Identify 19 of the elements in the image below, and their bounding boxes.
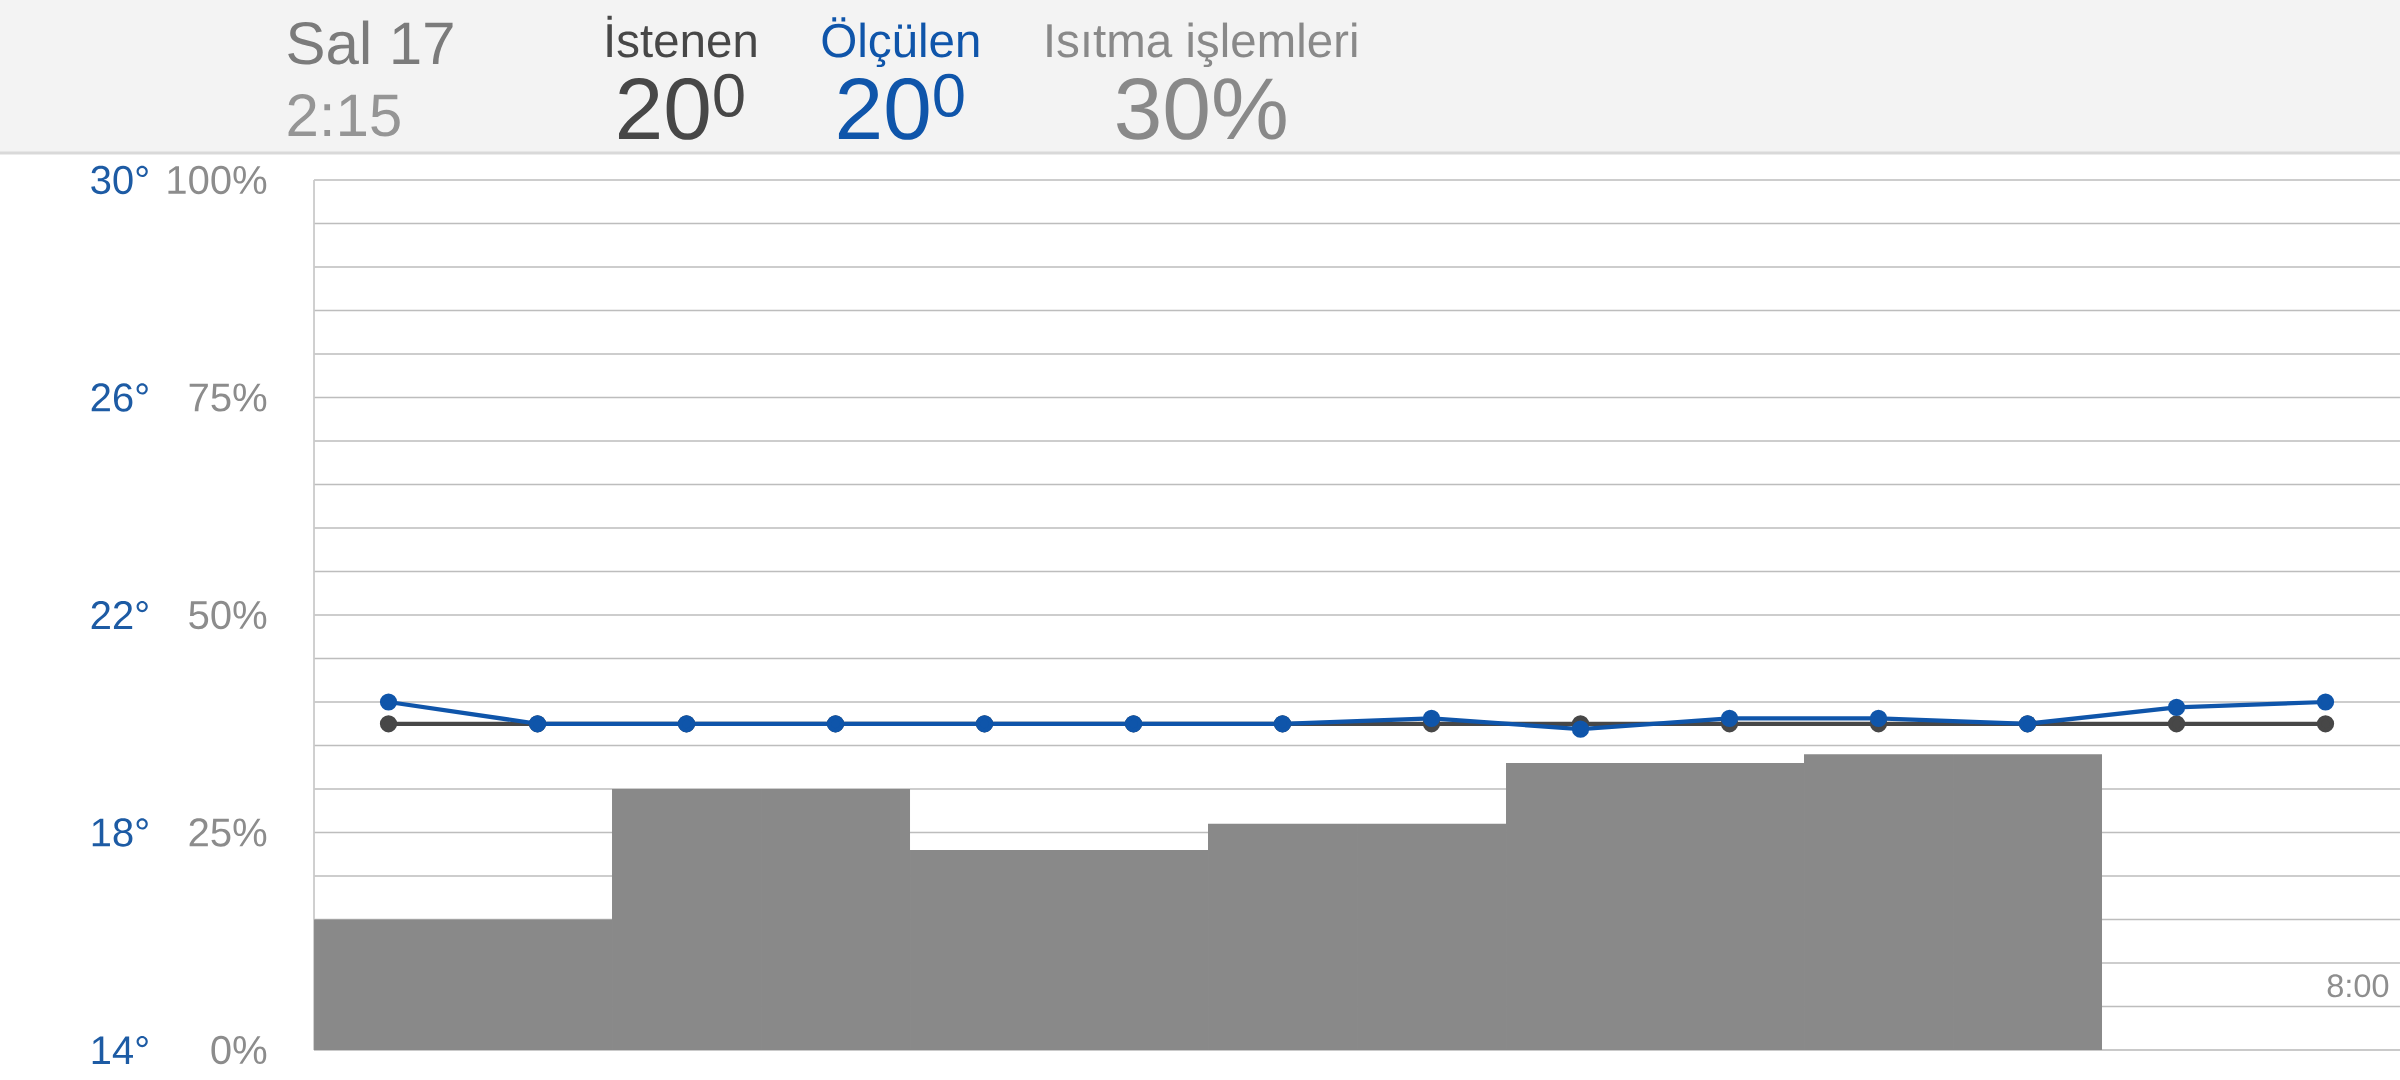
text: İstenen [607,15,756,58]
text: 20$^{0}$ [838,73,964,140]
y-tick-label: 0% [211,1035,267,1065]
chart-subtitle: 2:15 [288,94,400,137]
annotation: 8:00 [2327,974,2389,998]
y2-tick-label: 22° [91,601,148,629]
text: 20$^{0}$ [618,73,744,140]
y-tick-label: 25% [189,818,267,847]
y2-tick-label: 18° [92,818,148,847]
text: Isıtma işlemleri [1047,22,1357,68]
y-tick-label: 75% [189,383,267,412]
y-tick-label: 100% [168,165,267,195]
text: 30% [1117,77,1286,140]
chart-title: Sal 17 [288,20,453,65]
text: Ölçülen [822,17,979,68]
y-tick-label: 50% [189,600,267,630]
y2-tick-label: 14° [92,1036,148,1064]
y2-tick-label: 26° [91,383,148,412]
y2-tick-label: 30° [91,165,148,195]
